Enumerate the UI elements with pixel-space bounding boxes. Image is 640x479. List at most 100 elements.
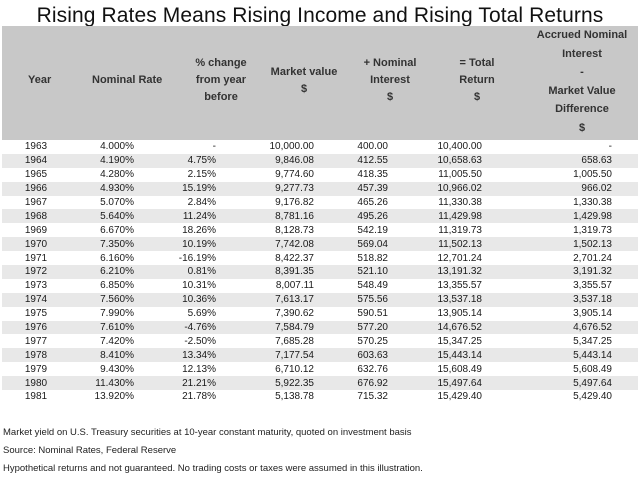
- cell-ac: 1,502.13: [510, 237, 638, 252]
- cell-mv: 7,613.17: [228, 292, 332, 307]
- table-row: 1977 7.420% -2.50% 7,685.28 570.25 15,347.25 5…: [2, 334, 638, 348]
- cell-pct: 15.19%: [148, 181, 228, 196]
- header-nominal-interest: + Nominal Interest $: [350, 55, 430, 106]
- cell-mv: 6,710.12: [275, 363, 314, 375]
- cell-tr: 11,330.38: [438, 197, 482, 208]
- cell-mv: 9,846.08: [228, 153, 332, 168]
- cell-year: 1972: [2, 265, 70, 279]
- cell-ac: 966.02: [510, 181, 638, 196]
- cell-ni: 465.26: [357, 197, 388, 208]
- cell-tr: 15,608.49: [437, 363, 483, 375]
- cell-mv: 5,138.78: [275, 391, 314, 403]
- cell-mv: 8,391.35: [228, 265, 332, 279]
- cell-tr: 15,443.14: [402, 348, 510, 363]
- cell-tr: 15,497.64: [402, 376, 510, 391]
- page-title: Rising Rates Means Rising Income and Ris…: [36, 4, 604, 27]
- header-tr-line2: Return: [459, 74, 495, 86]
- table-row: 1970 7.350% 10.19% 7,742.08 569.04 11,502.13 1…: [2, 237, 638, 252]
- cell-ac: 5,497.64: [510, 376, 638, 391]
- cell-rate: 6.160%: [100, 252, 134, 264]
- cell-rate: 8.410%: [70, 348, 148, 363]
- table-row: 1979 9.430% 12.13% 6,710.12 632.76 15,608.49 5…: [2, 362, 638, 376]
- cell-pct: 10.19%: [148, 237, 228, 252]
- cell-tr: 15,429.40: [437, 391, 483, 403]
- cell-rate: 7.350%: [70, 237, 148, 252]
- table-row: 1966 4.930% 15.19% 9,277.73 457.39 10,966.02 9…: [2, 181, 638, 196]
- table-row: 1963 4.000% - 10,000.00 400.00 10,400.00 -: [2, 140, 638, 154]
- cell-mv: 8,007.11: [275, 280, 314, 292]
- table-row: 1971 6.160% -16.19% 8,422.37 518.82 12,701.24…: [2, 251, 638, 265]
- cell-rate: 9.430%: [100, 363, 134, 375]
- cell-tr: 11,005.50: [438, 169, 482, 181]
- cell-ni: 575.56: [332, 292, 402, 307]
- cell-rate: 4.190%: [70, 153, 148, 168]
- cell-mv: 8,128.73: [275, 224, 314, 236]
- cell-pct: -16.19%: [178, 252, 216, 264]
- cell-ac: 5,429.40: [573, 391, 612, 403]
- cell-mv: 9,176.82: [275, 197, 314, 208]
- cell-ac: -: [608, 141, 612, 153]
- header-accrued-difference: Accrued Nominal Interest - Market Value …: [526, 26, 638, 137]
- cell-tr: 13,905.14: [437, 308, 483, 320]
- header-ac-line2: Interest: [562, 47, 602, 60]
- cell-year: 1974: [2, 292, 70, 307]
- cell-tr: 13,191.32: [402, 265, 510, 279]
- cell-ni: 495.26: [332, 209, 402, 224]
- header-ac-line5: Difference: [555, 103, 609, 115]
- table-row: 1974 7.560% 10.36% 7,613.17 575.56 13,537.18 3…: [2, 292, 638, 307]
- cell-ni: 632.76: [357, 363, 388, 375]
- cell-tr: 10,400.00: [437, 141, 483, 153]
- cell-year: 1967: [24, 197, 48, 208]
- header-ac-line3: -: [580, 66, 584, 78]
- header-ni-line1: + Nominal: [363, 57, 417, 69]
- cell-ac: 5,443.14: [510, 348, 638, 363]
- cell-pct: 5.69%: [187, 308, 216, 320]
- cell-ac: 1,429.98: [510, 209, 638, 224]
- header-tr-line3: $: [473, 91, 481, 103]
- header-total-return: = Total Return $: [442, 55, 512, 106]
- header-mv-line1: Market value: [270, 66, 338, 78]
- cell-pct: 13.34%: [148, 348, 228, 363]
- cell-tr: 11,429.98: [402, 209, 510, 224]
- cell-year: 1968: [2, 209, 70, 224]
- cell-tr: 10,658.63: [402, 153, 510, 168]
- cell-tr: 11,319.73: [438, 224, 482, 236]
- cell-rate: 5.070%: [100, 197, 134, 208]
- cell-rate: 11.430%: [70, 376, 148, 391]
- cell-rate: 7.420%: [100, 335, 134, 347]
- cell-ni: 412.55: [332, 153, 402, 168]
- cell-rate: 13.920%: [94, 391, 134, 403]
- cell-pct: 4.75%: [148, 153, 228, 168]
- cell-year: 1980: [2, 376, 70, 391]
- header-pct-line2: from year: [195, 74, 247, 86]
- cell-rate: 6.670%: [100, 224, 134, 236]
- cell-year: 1970: [2, 237, 70, 252]
- footnote-1: Market yield on U.S. Treasury securities…: [3, 427, 412, 438]
- cell-ni: 577.20: [332, 320, 402, 335]
- cell-ni: 603.63: [332, 348, 402, 363]
- cell-ac: 4,676.52: [510, 320, 638, 335]
- cell-year: 1969: [24, 224, 48, 236]
- cell-ac: 5,608.49: [573, 363, 612, 375]
- header-pct-change: % change from year before: [178, 55, 264, 106]
- header-ac-line1: Accrued Nominal: [536, 29, 628, 41]
- cell-pct: 11.24%: [148, 209, 228, 224]
- header-ac-line6: $: [578, 121, 586, 134]
- cell-year: 1971: [24, 252, 48, 264]
- cell-ni: 521.10: [332, 265, 402, 279]
- cell-ni: 518.82: [357, 252, 388, 264]
- cell-pct: -4.76%: [148, 320, 228, 335]
- table-row: 1969 6.670% 18.26% 8,128.73 542.19 11,319.73 1…: [2, 223, 638, 237]
- cell-ni: 715.32: [357, 391, 388, 403]
- cell-mv: 7,742.08: [228, 237, 332, 252]
- footnote-2: Source: Nominal Rates, Federal Reserve: [3, 445, 177, 456]
- table-header: Year Nominal Rate % change from year bef…: [2, 26, 638, 140]
- header-pct-line1: % change: [195, 57, 247, 69]
- cell-pct: 21.21%: [148, 376, 228, 391]
- cell-pct: 21.78%: [182, 391, 216, 403]
- cell-ac: 5,347.25: [573, 335, 612, 347]
- cell-rate: 4.280%: [100, 169, 134, 181]
- cell-ac: 3,355.57: [573, 280, 612, 292]
- header-nominal-rate: Nominal Rate: [92, 74, 163, 86]
- table-row: 1965 4.280% 2.15% 9,774.60 418.35 11,005.50 1,…: [2, 168, 638, 182]
